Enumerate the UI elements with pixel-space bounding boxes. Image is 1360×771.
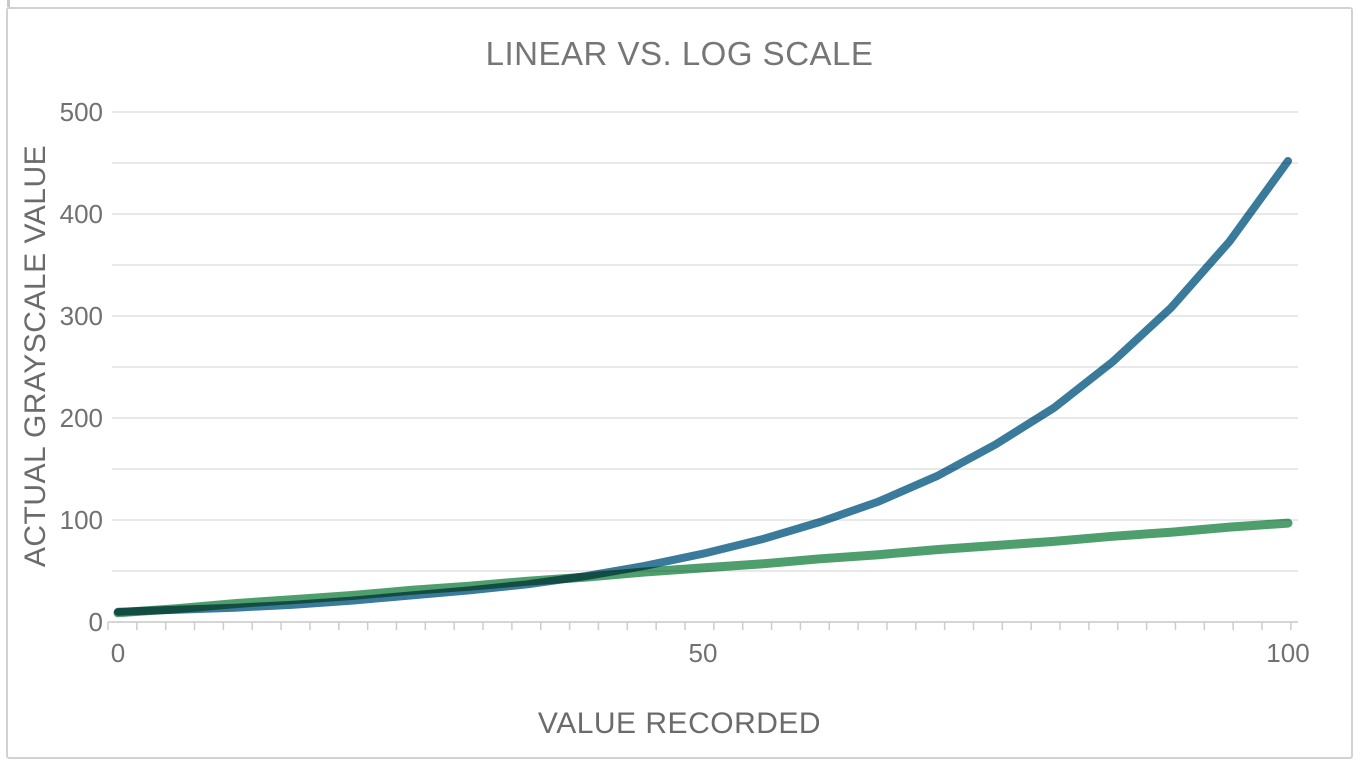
y-tick-label: 500 xyxy=(60,97,103,127)
log-response-curve-blue xyxy=(114,157,1292,616)
x-tick-label: 0 xyxy=(111,638,125,668)
y-tick-label: 300 xyxy=(60,301,103,331)
chart-card: LINEAR VS. LOG SCALE ACTUAL GRAYSCALE VA… xyxy=(6,7,1353,759)
x-tick-label: 100 xyxy=(1266,638,1309,668)
x-tick-label: 50 xyxy=(689,638,718,668)
y-tick-label: 100 xyxy=(60,505,103,535)
x-axis-title: VALUE RECORDED xyxy=(537,707,822,740)
y-tick-label: 200 xyxy=(60,403,103,433)
y-tick-label: 400 xyxy=(60,199,103,229)
chart-title: LINEAR VS. LOG SCALE xyxy=(485,35,874,72)
y-tick-label: 0 xyxy=(89,607,103,637)
linear-response-line-green xyxy=(113,518,1293,618)
screen-edge-artifact xyxy=(7,0,10,7)
